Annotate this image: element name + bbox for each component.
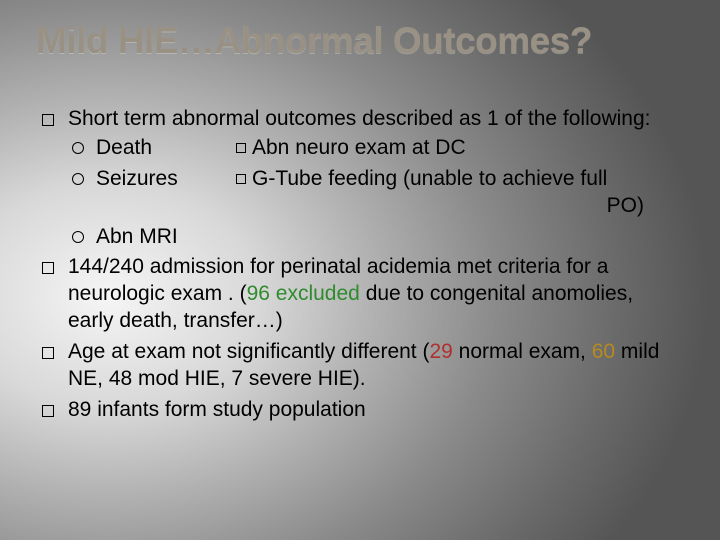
slide-body: Short term abnormal outcomes described a…: [36, 106, 684, 424]
bullet-item-2: 144/240 admission for perinatal acidemia…: [36, 254, 684, 335]
sub-right-text: Abn neuro exam at DC: [236, 135, 684, 162]
bullet-item-3: Age at exam not significantly different …: [36, 339, 684, 393]
highlight-number: 60: [592, 340, 615, 363]
sub-bullet-2: Seizures G-Tube feeding (unable to achie…: [68, 166, 684, 220]
sub-right-text: G-Tube feeding (unable to achieve full: [236, 166, 684, 193]
sub-bullet-1: Death Abn neuro exam at DC: [68, 135, 684, 162]
sub-bullet-list: Death Abn neuro exam at DC Seizures G-Tu…: [68, 135, 684, 251]
bullet-item-4: 89 infants form study population: [36, 397, 684, 424]
slide-title: Mild HIE…Abnormal Outcomes?: [36, 20, 684, 62]
sub-left-text: Abn MRI: [96, 225, 178, 248]
bullet-segment: normal exam,: [453, 340, 592, 363]
sub-left-text: Seizures: [96, 166, 236, 193]
sub-bullet-3: Abn MRI: [68, 224, 684, 251]
sub-right-tail: PO): [96, 193, 684, 220]
bullet-text-pre: Age at exam not significantly different …: [68, 340, 429, 363]
bullet-text: 89 infants form study population: [68, 398, 366, 421]
sub-left-text: Death: [96, 135, 236, 162]
bullet-text: Short term abnormal outcomes described a…: [68, 107, 650, 130]
bullet-list: Short term abnormal outcomes described a…: [36, 106, 684, 424]
highlight-number: 29: [429, 340, 452, 363]
slide: Mild HIE…Abnormal Outcomes? Short term a…: [0, 0, 720, 540]
bullet-item-1: Short term abnormal outcomes described a…: [36, 106, 684, 250]
highlight-text: 96 excluded: [247, 282, 360, 305]
